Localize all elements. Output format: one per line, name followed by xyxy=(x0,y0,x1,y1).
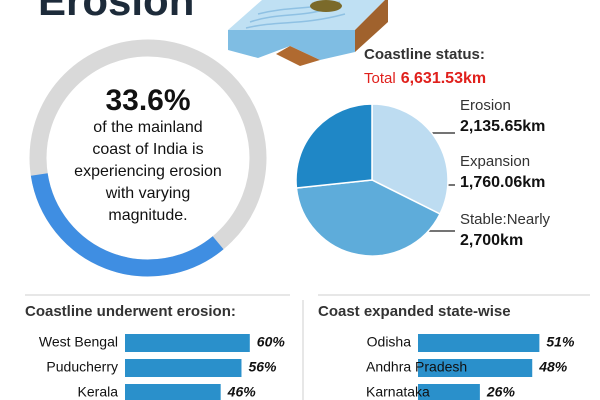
total-label: Total xyxy=(364,70,396,87)
legend-label: Stable:Nearly xyxy=(460,211,551,228)
value-label: 46% xyxy=(227,384,257,400)
illustration xyxy=(228,0,388,66)
pie-slice xyxy=(371,103,449,215)
category-label: Odisha xyxy=(367,334,412,350)
value-label: 56% xyxy=(248,359,277,375)
legend-label: Expansion xyxy=(460,153,530,170)
category-label: Kerala xyxy=(78,384,119,400)
category-label: West Bengal xyxy=(39,334,118,350)
page-title: Erosion xyxy=(38,0,194,24)
donut-description: experiencing erosion xyxy=(74,163,222,180)
bar xyxy=(418,359,533,377)
total-value: 6,631.53km xyxy=(401,70,486,87)
pie-slice xyxy=(295,103,373,189)
value-label: 60% xyxy=(257,334,286,350)
bar xyxy=(125,334,250,352)
pie-slice xyxy=(295,179,441,257)
donut-description: of the mainland xyxy=(93,119,202,136)
bar xyxy=(418,384,480,400)
bar-chart-title: Coastline underwent erosion: xyxy=(25,303,236,320)
category-label: Puducherry xyxy=(46,359,118,375)
value-label: 26% xyxy=(486,384,516,400)
category-label: Andhra Pradesh xyxy=(366,359,467,375)
value-label: 2,700km xyxy=(460,232,523,249)
value-label: 1,760.06km xyxy=(460,174,545,191)
donut-description: magnitude. xyxy=(108,207,187,224)
value-label: 2,135.65km xyxy=(460,118,545,135)
bar-chart-title: Coast expanded state-wise xyxy=(318,303,511,320)
legend-label: Erosion xyxy=(460,97,511,114)
pie-title: Coastline status: xyxy=(364,46,485,63)
donut-description: with varying xyxy=(105,185,190,202)
bar xyxy=(125,359,242,377)
donut-description: coast of India is xyxy=(92,141,203,158)
donut-arc xyxy=(30,173,224,277)
bar xyxy=(125,384,221,400)
value-label: 48% xyxy=(538,359,568,375)
value-label: 51% xyxy=(546,334,575,350)
category-label: Karnataka xyxy=(366,384,430,400)
bar xyxy=(418,334,540,352)
donut-value: 33.6% xyxy=(105,84,190,117)
